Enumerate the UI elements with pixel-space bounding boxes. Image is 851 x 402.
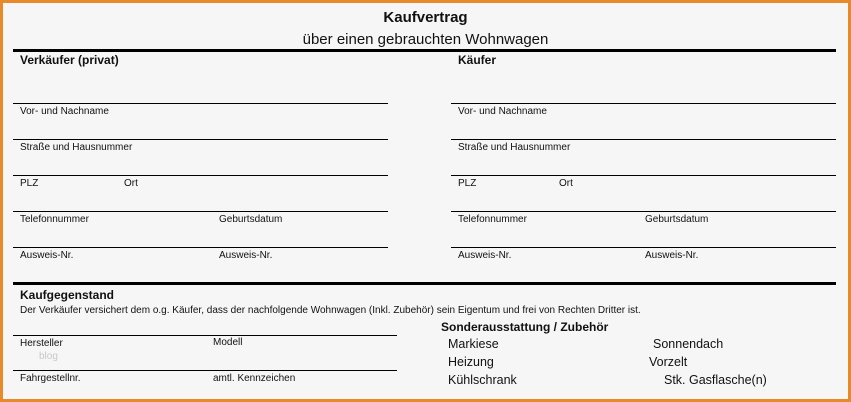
page-title: Kaufvertrag bbox=[383, 9, 468, 26]
accessory-heating: Heizung bbox=[448, 355, 494, 369]
seller-street-label: Straße und Hausnummer bbox=[20, 142, 133, 153]
divider bbox=[13, 282, 836, 285]
buyer-id-label-2: Ausweis-Nr. bbox=[645, 250, 699, 261]
license-plate-label: amtl. Kennzeichen bbox=[213, 373, 296, 384]
object-heading: Kaufgegenstand bbox=[20, 288, 115, 302]
buyer-zip-label: PLZ bbox=[458, 178, 477, 189]
buyer-name-label: Vor- und Nachname bbox=[458, 106, 547, 117]
field-line[interactable] bbox=[451, 175, 836, 176]
field-line[interactable] bbox=[451, 211, 836, 212]
field-line[interactable] bbox=[13, 139, 388, 140]
seller-name-label: Vor- und Nachname bbox=[20, 106, 109, 117]
seller-city-label: Ort bbox=[124, 178, 138, 189]
field-line[interactable] bbox=[451, 247, 836, 248]
buyer-street-label: Straße und Hausnummer bbox=[458, 142, 571, 153]
buyer-city-label: Ort bbox=[559, 178, 573, 189]
chassis-number-label: Fahrgestellnr. bbox=[20, 373, 81, 384]
field-line[interactable] bbox=[13, 247, 388, 248]
model-label: Modell bbox=[213, 337, 243, 348]
buyer-heading: Käufer bbox=[458, 53, 497, 67]
field-line[interactable] bbox=[13, 103, 388, 104]
divider bbox=[13, 49, 836, 52]
accessory-fridge: Kühlschrank bbox=[448, 373, 517, 387]
accessories-heading: Sonderausstattung / Zubehör bbox=[441, 320, 609, 334]
accessory-gas-bottles: Stk. Gasflasche(n) bbox=[664, 373, 767, 387]
seller-zip-label: PLZ bbox=[20, 178, 39, 189]
accessory-sunroof: Sonnendach bbox=[653, 337, 724, 351]
buyer-phone-label: Telefonnummer bbox=[458, 214, 527, 225]
buyer-birthdate-label: Geburtsdatum bbox=[645, 214, 709, 225]
field-line[interactable] bbox=[13, 211, 388, 212]
field-line[interactable] bbox=[13, 370, 397, 371]
seller-id-label-2: Ausweis-Nr. bbox=[219, 250, 273, 261]
field-line[interactable] bbox=[13, 335, 397, 336]
accessory-tent: Vorzelt bbox=[649, 355, 688, 369]
field-line[interactable] bbox=[13, 175, 388, 176]
accessory-awning: Markiese bbox=[448, 337, 499, 351]
page-subtitle: über einen gebrauchten Wohnwagen bbox=[302, 31, 549, 48]
field-line[interactable] bbox=[451, 103, 836, 104]
manufacturer-label: Hersteller bbox=[20, 338, 63, 349]
buyer-id-label: Ausweis-Nr. bbox=[458, 250, 512, 261]
seller-birthdate-label: Geburtsdatum bbox=[219, 214, 283, 225]
object-statement: Der Verkäufer versichert dem o.g. Käufer… bbox=[20, 305, 641, 316]
seller-id-label: Ausweis-Nr. bbox=[20, 250, 74, 261]
seller-phone-label: Telefonnummer bbox=[20, 214, 89, 225]
watermark: blog bbox=[39, 351, 58, 362]
seller-heading: Verkäufer (privat) bbox=[20, 53, 119, 67]
field-line[interactable] bbox=[451, 139, 836, 140]
